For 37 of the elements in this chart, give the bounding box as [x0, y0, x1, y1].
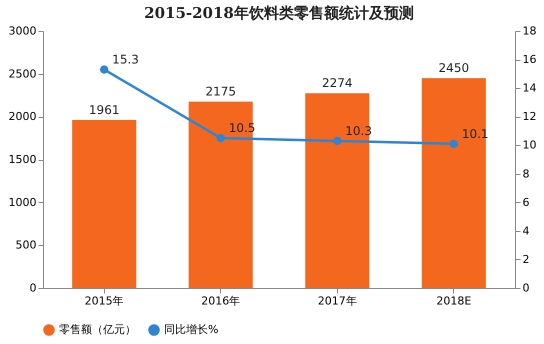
bar [422, 78, 486, 288]
y-tick-label: 1000 [8, 196, 36, 209]
y2-tick-label: 12 [522, 110, 536, 124]
point [216, 134, 225, 142]
point [450, 140, 458, 148]
bar [188, 102, 253, 288]
y2-tick-label: 8 [522, 167, 530, 180]
legend-label: 零售额（亿元） [59, 323, 136, 336]
x-tick-label: 2018E [436, 294, 472, 308]
data-label: 1961 [88, 103, 120, 118]
y-tick-label: 1500 [8, 153, 36, 166]
y-tick-label: 2000 [8, 110, 36, 124]
data-label: 2274 [322, 76, 353, 90]
bar [305, 93, 370, 288]
x-tick-label: 2016年 [201, 294, 240, 308]
y-tick-label: 3000 [8, 24, 36, 38]
data-label: 15.3 [112, 52, 139, 67]
y2-tick-label: 14 [522, 82, 536, 95]
y-tick-label: 2500 [8, 67, 36, 80]
y2-tick-label: 10 [522, 138, 536, 152]
y2-tick-label: 6 [522, 196, 530, 209]
point [333, 136, 342, 146]
data-label: 2175 [205, 84, 236, 99]
y2-tick-label: 2 [522, 252, 530, 266]
legend-label: 同比增长% [164, 323, 218, 336]
y2-tick-label: 18 [522, 24, 536, 38]
y-tick-label: 500 [16, 238, 36, 252]
y-tick-label: 0 [30, 282, 36, 294]
x-tick-label: 2015年 [84, 294, 124, 308]
point [100, 65, 108, 74]
bar [72, 120, 136, 288]
data-label: 2450 [438, 61, 470, 76]
y2-tick-label: 0 [522, 282, 530, 294]
chart-title: 2015-2018年饮料类零售额统计及预测 [144, 4, 414, 22]
x-tick-label: 2017年 [318, 294, 357, 308]
y2-tick-label: 4 [522, 224, 530, 238]
y2-tick-label: 16 [522, 53, 536, 66]
